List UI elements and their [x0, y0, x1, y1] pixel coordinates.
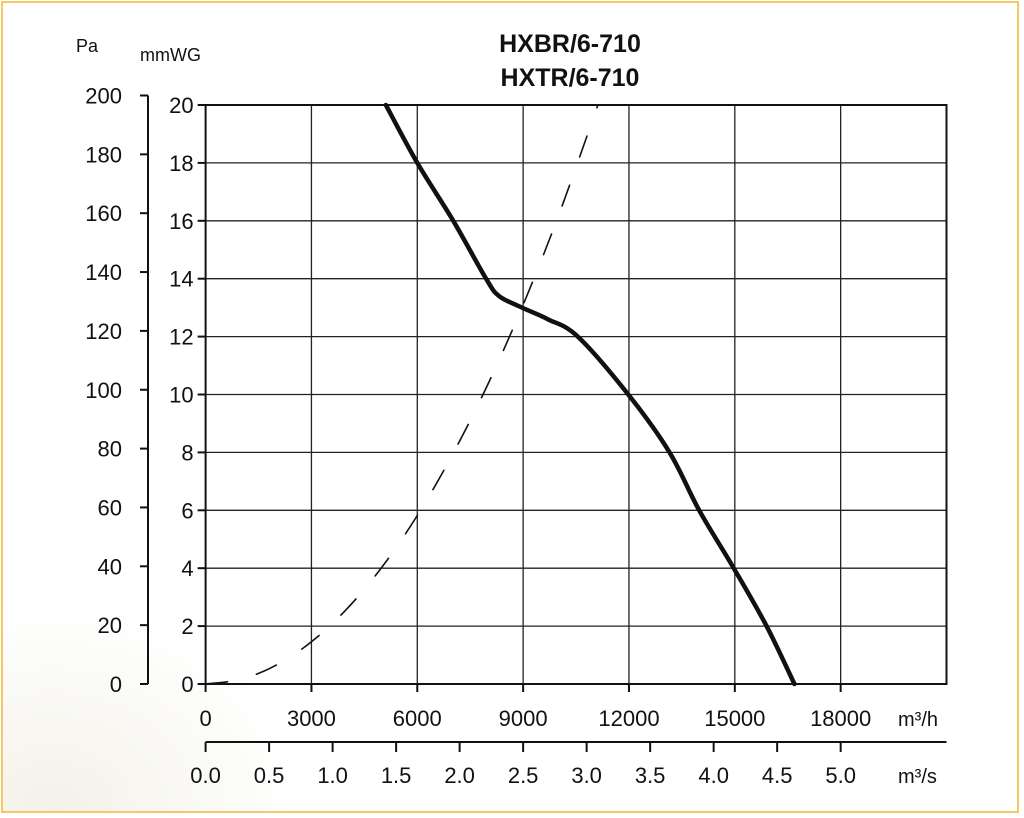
y-tick-label: 18 [169, 151, 193, 176]
x-tick-label: 0 [199, 706, 211, 731]
y2-tick-label: 120 [85, 319, 122, 344]
x-tick-label: 6000 [393, 706, 442, 731]
fan-performance-curve [383, 102, 797, 687]
x-tick-label: 15000 [704, 706, 765, 731]
x2-tick-label: 5.0 [825, 763, 856, 788]
y-tick-label: 10 [169, 383, 193, 408]
y2-tick-label: 0 [110, 672, 122, 697]
x2-tick-label: 1.0 [317, 763, 348, 788]
y2-tick-label: 60 [98, 495, 122, 520]
x2-tick-label: 4.5 [762, 763, 793, 788]
y-tick-label: 4 [181, 556, 193, 581]
y-tick-label: 6 [181, 498, 193, 523]
y-axis-label: mmWG [140, 45, 201, 65]
x-axis-label: m³/h [898, 709, 938, 731]
y2-tick-label: 20 [98, 613, 122, 638]
system-curve-dashed [204, 104, 599, 685]
y2-tick-label: 80 [98, 437, 122, 462]
x2-tick-label: 2.5 [508, 763, 539, 788]
x-tick-label: 12000 [598, 706, 659, 731]
y2-tick-label: 100 [85, 378, 122, 403]
chart-title-line-1: HXBR/6-710 [499, 30, 641, 58]
x2-tick-label: 0.5 [254, 763, 285, 788]
y2-tick-label: 160 [85, 201, 122, 226]
x2-tick-label: 4.0 [698, 763, 729, 788]
x-tick-label: 18000 [810, 706, 871, 731]
x2-axis-label: m³/s [898, 766, 937, 788]
y-tick-label: 0 [181, 672, 193, 697]
x2-tick-label: 0.0 [190, 763, 221, 788]
x2-tick-label: 3.5 [635, 763, 666, 788]
y2-tick-label: 200 [85, 84, 122, 109]
y2-tick-label: 140 [85, 260, 122, 285]
x2-tick-label: 1.5 [381, 763, 412, 788]
y-tick-label: 20 [169, 93, 193, 118]
y-tick-label: 12 [169, 325, 193, 350]
y-tick-label: 8 [181, 440, 193, 465]
x2-tick-label: 3.0 [571, 763, 602, 788]
y-tick-label: 14 [169, 267, 193, 292]
y-tick-label: 2 [181, 614, 193, 639]
y2-tick-label: 40 [98, 554, 122, 579]
x-tick-label: 9000 [499, 706, 548, 731]
y2-tick-label: 180 [85, 142, 122, 167]
x2-tick-label: 2.0 [444, 763, 475, 788]
x-tick-label: 3000 [287, 706, 336, 731]
chart-title-line-2: HXTR/6-710 [501, 64, 640, 92]
y-tick-label: 16 [169, 209, 193, 234]
y2-axis-label: Pa [76, 36, 99, 56]
